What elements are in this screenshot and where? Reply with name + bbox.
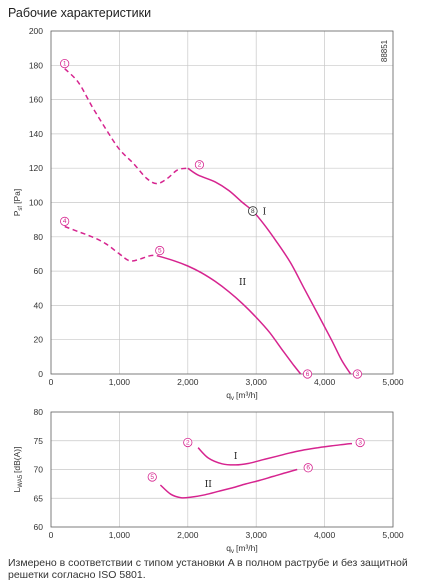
plot-frame — [50, 411, 394, 528]
y-axis-label-unit: [dB(A)] — [12, 447, 22, 473]
x-tick-label: 3,000 — [246, 530, 268, 540]
point-marker-label: 5 — [158, 247, 162, 254]
y-axis-label-unit: [Pa] — [12, 189, 22, 204]
series-i-solid-line — [197, 442, 353, 466]
series-i-solid-line — [187, 167, 352, 375]
page-title: Рабочие характеристики — [8, 6, 152, 20]
y-tick-label: 80 — [34, 232, 44, 242]
y-axis-label: LWA5[dB(A)] — [12, 447, 24, 493]
x-tick-label: 0 — [49, 530, 54, 540]
x-tick-label: 5,000 — [382, 530, 404, 540]
x-tick-label: 4,000 — [314, 377, 336, 387]
x-tick-label: 5,000 — [382, 377, 404, 387]
y-tick-label: 80 — [34, 407, 44, 417]
point-marker-2 — [194, 160, 205, 170]
curve-label: I — [234, 452, 238, 462]
y-tick-label: 160 — [29, 95, 43, 105]
y-tick-label: 140 — [29, 129, 43, 139]
x-axis-label-unit: [m³/h] — [236, 543, 258, 553]
plot-frame — [50, 30, 394, 375]
x-tick-label: 1,000 — [109, 377, 131, 387]
x-axis-label-unit: [m³/h] — [236, 390, 258, 400]
point-marker-label: 3 — [358, 439, 362, 446]
y-tick-label: 180 — [29, 60, 43, 70]
x-tick-label: 1,000 — [109, 530, 131, 540]
point-marker-3 — [352, 369, 363, 379]
y-axis-label-sub: sf — [18, 206, 24, 211]
x-tick-label: 3,000 — [246, 377, 268, 387]
operating-point-label: 8 — [251, 208, 255, 215]
y-tick-label: 70 — [34, 465, 44, 475]
point-marker-label: 2 — [186, 439, 190, 446]
point-marker-6 — [302, 369, 313, 379]
y-tick-label: 100 — [29, 198, 43, 208]
x-axis-label: qv [m³/h] — [226, 543, 257, 555]
series-i-dashed-line — [64, 68, 188, 185]
y-tick-label: 60 — [34, 522, 44, 532]
x-tick-label: 2,000 — [177, 377, 199, 387]
series-ii-solid-line — [159, 468, 298, 499]
y-tick-label: 20 — [34, 335, 44, 345]
y-axis-label: Psf [Pa] — [12, 189, 24, 216]
point-marker-label: 1 — [63, 60, 67, 67]
curve-label: II — [239, 278, 247, 288]
point-marker-label: 3 — [356, 371, 360, 378]
point-marker-label: 4 — [63, 218, 67, 225]
y-tick-label: 60 — [34, 266, 44, 276]
y-tick-label: 75 — [34, 436, 44, 446]
performance-charts: 0 1,000 2,000 3,000 4,000 5,00002040608010012… — [12, 26, 404, 555]
chart-code: 88851 — [380, 39, 389, 62]
point-marker-2 — [183, 437, 193, 448]
curve-label: I — [263, 208, 267, 218]
x-tick-label: 4,000 — [314, 530, 336, 540]
x-axis-label-sub: v — [231, 549, 234, 555]
y-axis-label-sub: WA5 — [18, 474, 24, 487]
curve-label: II — [205, 480, 213, 490]
y-tick-label: 120 — [29, 163, 43, 173]
point-marker-label: 6 — [306, 371, 310, 378]
y-axis-label-main: P — [12, 210, 22, 216]
y-tick-label: 200 — [29, 26, 43, 36]
point-marker-5 — [155, 245, 165, 256]
x-axis-label-main: q — [226, 543, 231, 553]
footnote: Измерено в соответствии с типом установк… — [8, 557, 408, 581]
point-marker-4 — [60, 216, 70, 226]
y-tick-label: 40 — [34, 300, 44, 310]
x-tick-label: 2,000 — [177, 530, 199, 540]
point-marker-1 — [60, 58, 70, 69]
x-axis-label: qv [m³/h] — [226, 390, 257, 402]
point-marker-6 — [303, 463, 313, 473]
point-marker-3 — [355, 437, 365, 448]
operating-point-marker — [247, 206, 258, 216]
series-ii-solid-line — [156, 254, 302, 375]
series-ii-dashed-line — [64, 225, 158, 262]
y-tick-label: 0 — [38, 369, 43, 379]
x-axis-label-sub: v — [231, 396, 234, 402]
x-axis-label-main: q — [226, 390, 231, 400]
point-marker-label: 6 — [306, 465, 310, 472]
point-marker-label: 2 — [198, 162, 202, 169]
point-marker-label: 5 — [150, 474, 154, 481]
y-axis-label-main: L — [12, 487, 22, 492]
point-marker-5 — [147, 472, 157, 482]
y-tick-label: 65 — [34, 493, 44, 503]
x-tick-label: 0 — [49, 377, 54, 387]
pressure-chart: 0 1,000 2,000 3,000 4,000 5,00002040608010012… — [12, 26, 404, 402]
